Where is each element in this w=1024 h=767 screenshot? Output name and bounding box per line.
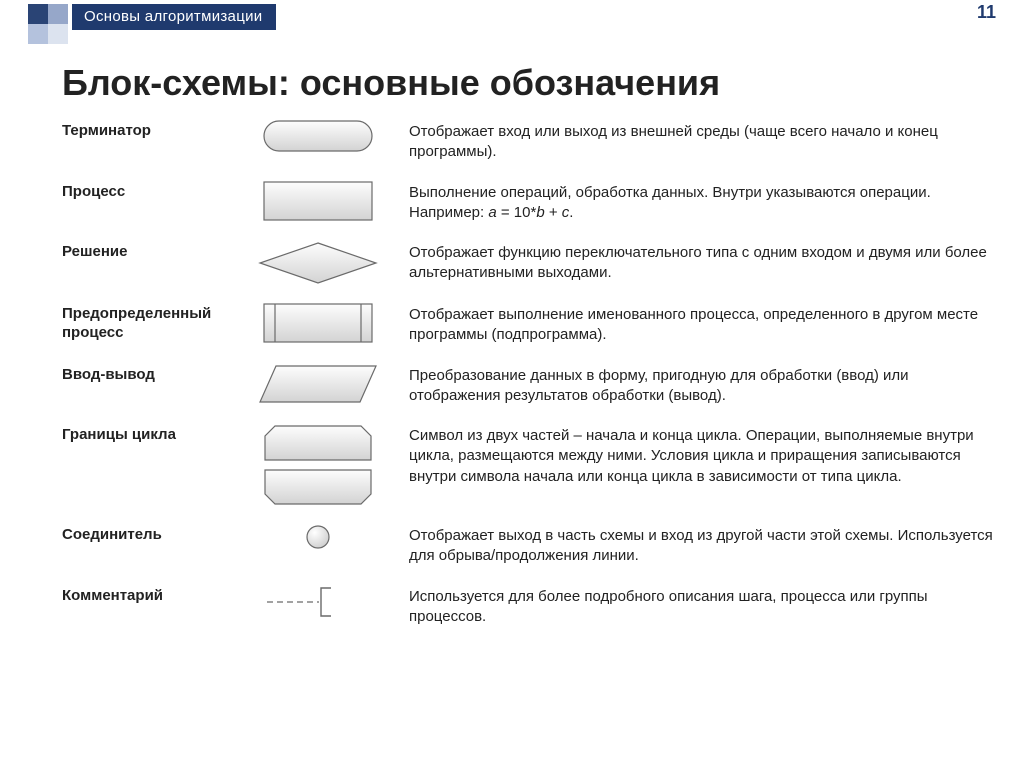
symbol-description: Символ из двух частей – начала и конца ц…: [409, 424, 994, 487]
symbol-description: Используется для более подробного описан…: [409, 585, 994, 628]
connector-shape-icon: [233, 524, 403, 550]
symbol-row: Процесс Выполнение операций, обработка да…: [62, 181, 994, 224]
symbol-row: Предопределенный процесс Отображает выпол…: [62, 303, 994, 346]
symbol-description: Отображает вход или выход из внешней сре…: [409, 120, 994, 163]
symbol-row: Ввод-вывод Преобразование данных в форму,…: [62, 364, 994, 407]
symbol-description: Преобразование данных в форму, пригодную…: [409, 364, 994, 407]
breadcrumb: Основы алгоритмизации: [72, 4, 276, 30]
symbol-name: Процесс: [62, 181, 227, 202]
symbol-name: Соединитель: [62, 524, 227, 545]
symbol-description: Выполнение операций, обработка данных. В…: [409, 181, 994, 224]
symbol-row: Комментарий Используется для более подроб…: [62, 585, 994, 628]
symbol-row: Соединитель Отображает выход в часть схем…: [62, 524, 994, 567]
comment-shape-icon: [233, 585, 403, 619]
logo-squares: [28, 4, 68, 44]
predef-shape-icon: [233, 303, 403, 343]
decision-shape-icon: [233, 241, 403, 285]
symbol-name: Решение: [62, 241, 227, 262]
symbol-name: Терминатор: [62, 120, 227, 141]
symbol-name: Предопределенный процесс: [62, 303, 227, 343]
page-number: 11: [977, 2, 996, 23]
symbol-row: Границы цикла Символ из двух частей – нач…: [62, 424, 994, 506]
symbol-description: Отображает функцию переключательного тип…: [409, 241, 994, 284]
symbol-description: Отображает выход в часть схемы и вход из…: [409, 524, 994, 567]
page-title: Блок-схемы: основные обозначения: [62, 62, 1024, 104]
slide-header: Основы алгоритмизации 11: [0, 0, 1024, 32]
loop-shape-icon: [233, 424, 403, 506]
symbol-row: Терминатор Отображает вход или выход из в…: [62, 120, 994, 163]
symbol-name: Ввод-вывод: [62, 364, 227, 385]
terminator-shape-icon: [233, 120, 403, 152]
process-shape-icon: [233, 181, 403, 221]
symbol-name: Комментарий: [62, 585, 227, 606]
symbol-row: Решение Отображает функцию переключательн…: [62, 241, 994, 285]
io-shape-icon: [233, 364, 403, 404]
symbol-name: Границы цикла: [62, 424, 227, 445]
symbol-description: Отображает выполнение именованного проце…: [409, 303, 994, 346]
